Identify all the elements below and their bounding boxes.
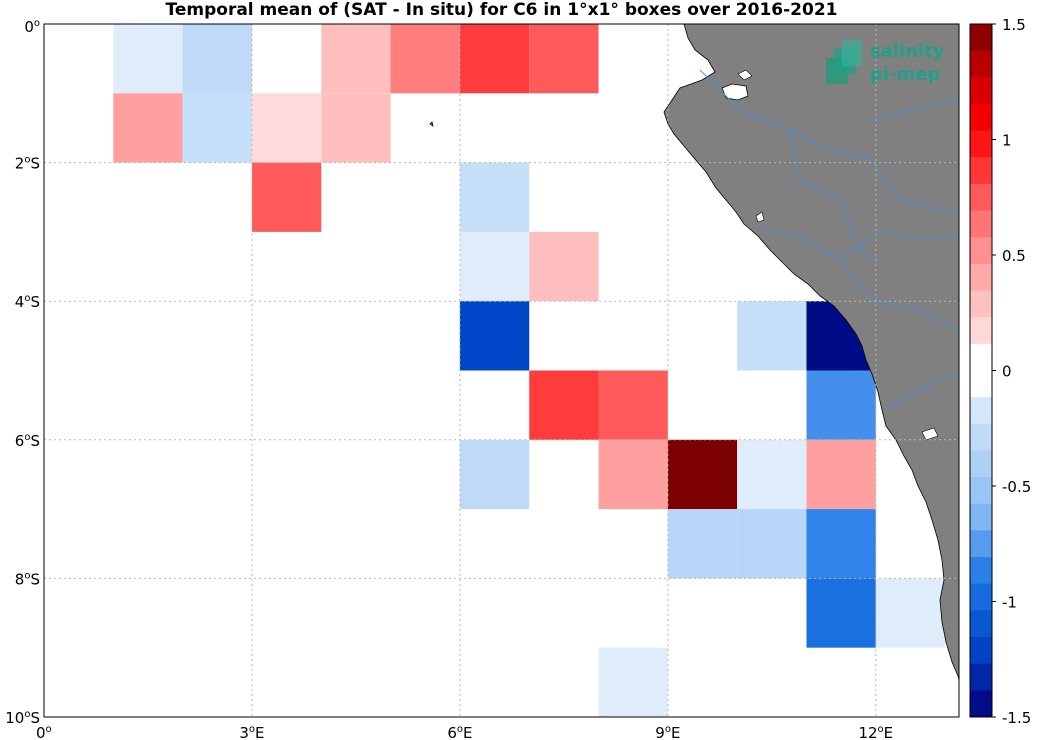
anomaly-cell <box>459 439 530 510</box>
anomaly-cell <box>251 162 322 232</box>
colorbar-band <box>970 290 992 318</box>
anomaly-cell <box>459 24 530 94</box>
longitude-tick-label: 3oE <box>239 724 264 740</box>
anomaly-cell <box>737 509 807 579</box>
anomaly-cell <box>182 93 252 163</box>
anomaly-cell <box>598 647 668 717</box>
colorbar-tick-label: 1 <box>1002 132 1012 150</box>
colorbar-band <box>970 663 992 691</box>
anomaly-cell <box>806 439 876 510</box>
latitude-tick-label: 8oS <box>15 570 40 588</box>
anomaly-cell <box>806 370 876 440</box>
land-mask <box>429 24 959 681</box>
colorbar-band <box>970 530 992 558</box>
colorbar-band <box>970 583 992 611</box>
longitude-tick-label: 12oE <box>858 724 893 740</box>
colorbar-band <box>970 157 992 185</box>
anomaly-cell <box>598 370 668 440</box>
colorbar-band <box>970 183 992 212</box>
anomaly-cell <box>113 24 183 94</box>
salinity-pimep-logo-icon <box>826 40 862 84</box>
coastal-lagoon <box>921 427 939 441</box>
map-title: Temporal mean of (SAT - In situ) for C6 … <box>165 0 838 20</box>
colorbar-band <box>970 24 992 52</box>
colorbar-band <box>970 317 992 345</box>
colorbar-tick-labels: 1.5 1 0.5 0 -0.5 -1 -1.5 <box>992 16 1031 727</box>
colorbar-band <box>970 557 992 585</box>
latitude-tick-label: 2oS <box>15 155 40 173</box>
colorbar-tick-label: 0 <box>1002 363 1012 381</box>
anomaly-cell <box>251 93 322 163</box>
african-coast-landmass <box>663 24 959 681</box>
colorbar-band <box>970 370 992 398</box>
anomaly-cell <box>459 301 530 371</box>
colorbar-band <box>970 477 992 505</box>
colorbar-tick-label: 1.5 <box>1002 16 1026 34</box>
salinity-pimep-logo: salinity pi-mep <box>826 40 945 85</box>
anomaly-cell <box>806 578 876 648</box>
colorbar-band <box>970 610 992 638</box>
latitude-tick-label: 10oS <box>5 709 40 727</box>
longitude-tick-label: 6oE <box>447 724 472 740</box>
anomaly-cell <box>113 93 183 163</box>
colorbar-band <box>970 637 992 665</box>
anomaly-cell <box>529 231 599 302</box>
anomaly-cell <box>529 24 599 94</box>
anomaly-cell <box>667 439 738 510</box>
colorbar-band <box>970 450 992 478</box>
anomaly-cell <box>806 509 876 579</box>
anomaly-cell <box>321 93 391 163</box>
anomaly-cell <box>529 370 599 440</box>
anomaly-cell <box>737 439 807 510</box>
colorbar-band <box>970 103 992 132</box>
logo-line2: pi-mep <box>870 64 940 85</box>
latitude-tick-label: 0o <box>24 18 40 36</box>
graticule <box>44 24 959 717</box>
colorbar-tick-label: 0.5 <box>1002 247 1026 265</box>
coastal-lagoon <box>755 211 765 223</box>
colorbar-band <box>970 130 992 158</box>
rivers <box>699 69 959 411</box>
anomaly-cell <box>598 439 668 510</box>
latitude-tick-label: 4oS <box>15 293 40 311</box>
colorbar-band <box>970 50 992 78</box>
colorbar-band <box>970 423 992 451</box>
colorbar-tick-label: -1.5 <box>1002 709 1031 727</box>
colorbar-band <box>970 690 992 718</box>
latitude-tick-label: 6oS <box>15 432 40 450</box>
island-speck <box>429 121 434 127</box>
map-frame <box>43 23 960 718</box>
anomaly-cell <box>182 24 252 94</box>
colorbar-tick-label: -1 <box>1002 594 1017 612</box>
anomaly-cell <box>390 24 460 94</box>
colorbar-band <box>970 343 992 371</box>
anomaly-cell <box>321 24 391 94</box>
colorbar-band <box>970 503 992 531</box>
anomaly-cell <box>459 162 530 232</box>
colorbar-tick-label: -0.5 <box>1002 478 1031 496</box>
anomaly-cell <box>251 24 322 94</box>
anomaly-cells <box>113 24 946 717</box>
coastal-island <box>721 83 749 101</box>
coastal-lagoon <box>737 69 753 81</box>
anomaly-cell <box>667 509 738 579</box>
colorbar <box>970 24 992 718</box>
colorbar-band <box>970 237 992 265</box>
logo-line1: salinity <box>870 41 945 62</box>
anomaly-cell <box>459 231 530 302</box>
anomaly-cell <box>875 578 946 648</box>
longitude-tick-label: 9oE <box>655 724 680 740</box>
colorbar-band <box>970 263 992 292</box>
colorbar-band <box>970 77 992 105</box>
anomaly-cell <box>737 301 807 371</box>
colorbar-band <box>970 210 992 238</box>
colorbar-band <box>970 397 992 425</box>
